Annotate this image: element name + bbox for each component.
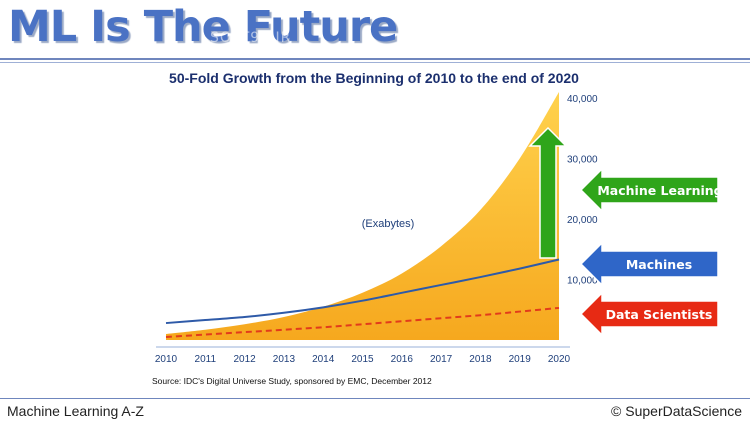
x-tick-label: 2013 <box>273 354 296 365</box>
title-rule-thin <box>0 62 750 63</box>
unit-label: (Exabytes) <box>362 218 415 230</box>
series-area-data <box>166 91 559 340</box>
footer-course-name: Machine Learning A-Z <box>7 403 144 419</box>
y-tick-labels: 10,000 20,000 30,000 40,000 <box>567 94 598 287</box>
title-rule <box>0 58 750 60</box>
chart-source: Source: IDC's Digital Universe Study, sp… <box>152 376 432 386</box>
x-tick-label: 2014 <box>312 354 335 365</box>
line-layer <box>165 258 560 338</box>
callout-data-scientists: Data Scientists <box>579 291 719 337</box>
growth-chart: 50-Fold Growth from the Beginning of 201… <box>152 70 723 386</box>
x-tick-label: 2020 <box>548 354 571 365</box>
growth-up-arrow <box>528 126 568 259</box>
x-tick-label: 2010 <box>155 354 178 365</box>
x-tick-labels: 2010 2011 2012 2013 2014 2015 2016 2017 2018 2019… <box>155 354 571 365</box>
area-layer <box>166 91 559 340</box>
slide-title: ML Is The Future <box>8 2 398 52</box>
callout-label: Machines <box>626 257 692 272</box>
y-tick-label: 40,000 <box>567 94 598 105</box>
callout-label: Data Scientists <box>606 307 713 322</box>
chart-title: 50-Fold Growth from the Beginning of 201… <box>169 70 579 86</box>
x-tick-label: 2017 <box>430 354 453 365</box>
callout-machine-learning: Machine Learning <box>579 167 723 213</box>
callout-label: Machine Learning <box>597 183 722 198</box>
x-tick-label: 2016 <box>391 354 414 365</box>
x-tick-label: 2012 <box>233 354 256 365</box>
x-tick-label: 2019 <box>509 354 532 365</box>
y-tick-label: 10,000 <box>567 276 598 287</box>
series-line-machines <box>165 258 560 325</box>
y-tick-label: 30,000 <box>567 155 598 166</box>
x-tick-label: 2015 <box>351 354 374 365</box>
y-tick-label: 20,000 <box>567 215 598 226</box>
x-tick-label: 2011 <box>195 354 217 365</box>
footer-rule <box>0 398 750 399</box>
x-tick-label: 2018 <box>469 354 492 365</box>
callout-machines: Machines <box>579 241 719 287</box>
footer-copyright: © SuperDataScience <box>611 403 742 419</box>
